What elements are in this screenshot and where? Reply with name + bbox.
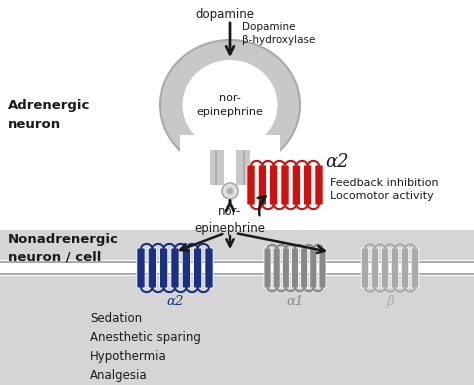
Ellipse shape: [160, 40, 300, 170]
FancyBboxPatch shape: [205, 248, 213, 288]
FancyBboxPatch shape: [283, 248, 289, 288]
Bar: [180, 135, 280, 215]
FancyBboxPatch shape: [264, 248, 271, 288]
FancyBboxPatch shape: [381, 248, 389, 288]
FancyBboxPatch shape: [281, 165, 289, 205]
FancyBboxPatch shape: [270, 165, 278, 205]
Bar: [0, 260, 474, 276]
Circle shape: [222, 183, 238, 199]
Bar: [0, 230, 474, 385]
Text: Sedation
Anesthetic sparing
Hypothermia
Analgesia: Sedation Anesthetic sparing Hypothermia …: [90, 312, 201, 382]
FancyBboxPatch shape: [401, 248, 409, 288]
Text: nor-
epinephrine: nor- epinephrine: [197, 94, 264, 117]
Text: Nonadrenergic
neuron / cell: Nonadrenergic neuron / cell: [8, 233, 119, 263]
FancyBboxPatch shape: [193, 248, 202, 288]
FancyBboxPatch shape: [182, 248, 191, 288]
FancyBboxPatch shape: [301, 248, 308, 288]
FancyBboxPatch shape: [315, 165, 323, 205]
Ellipse shape: [182, 60, 277, 150]
FancyBboxPatch shape: [148, 248, 156, 288]
Text: Feedback inhibition
Locomotor activity: Feedback inhibition Locomotor activity: [330, 178, 438, 201]
FancyBboxPatch shape: [319, 248, 326, 288]
FancyBboxPatch shape: [361, 248, 369, 288]
FancyBboxPatch shape: [258, 165, 266, 205]
Text: β: β: [386, 295, 394, 308]
FancyBboxPatch shape: [292, 248, 299, 288]
Text: dopamine: dopamine: [195, 8, 255, 21]
FancyBboxPatch shape: [273, 248, 280, 288]
FancyBboxPatch shape: [371, 248, 379, 288]
FancyBboxPatch shape: [310, 248, 317, 288]
Text: α2: α2: [325, 153, 348, 171]
FancyBboxPatch shape: [137, 248, 145, 288]
Text: nor-
epinephrine: nor- epinephrine: [194, 205, 265, 235]
FancyBboxPatch shape: [247, 165, 255, 205]
FancyBboxPatch shape: [391, 248, 399, 288]
FancyBboxPatch shape: [303, 165, 312, 205]
FancyBboxPatch shape: [292, 165, 301, 205]
Text: Dopamine
β-hydroxylase: Dopamine β-hydroxylase: [242, 22, 315, 45]
Text: Adrenergic
neuron: Adrenergic neuron: [8, 99, 91, 131]
FancyBboxPatch shape: [411, 248, 419, 288]
Text: α1: α1: [286, 295, 304, 308]
Circle shape: [227, 187, 234, 194]
FancyBboxPatch shape: [160, 248, 168, 288]
FancyBboxPatch shape: [171, 248, 179, 288]
Text: α2: α2: [166, 295, 184, 308]
